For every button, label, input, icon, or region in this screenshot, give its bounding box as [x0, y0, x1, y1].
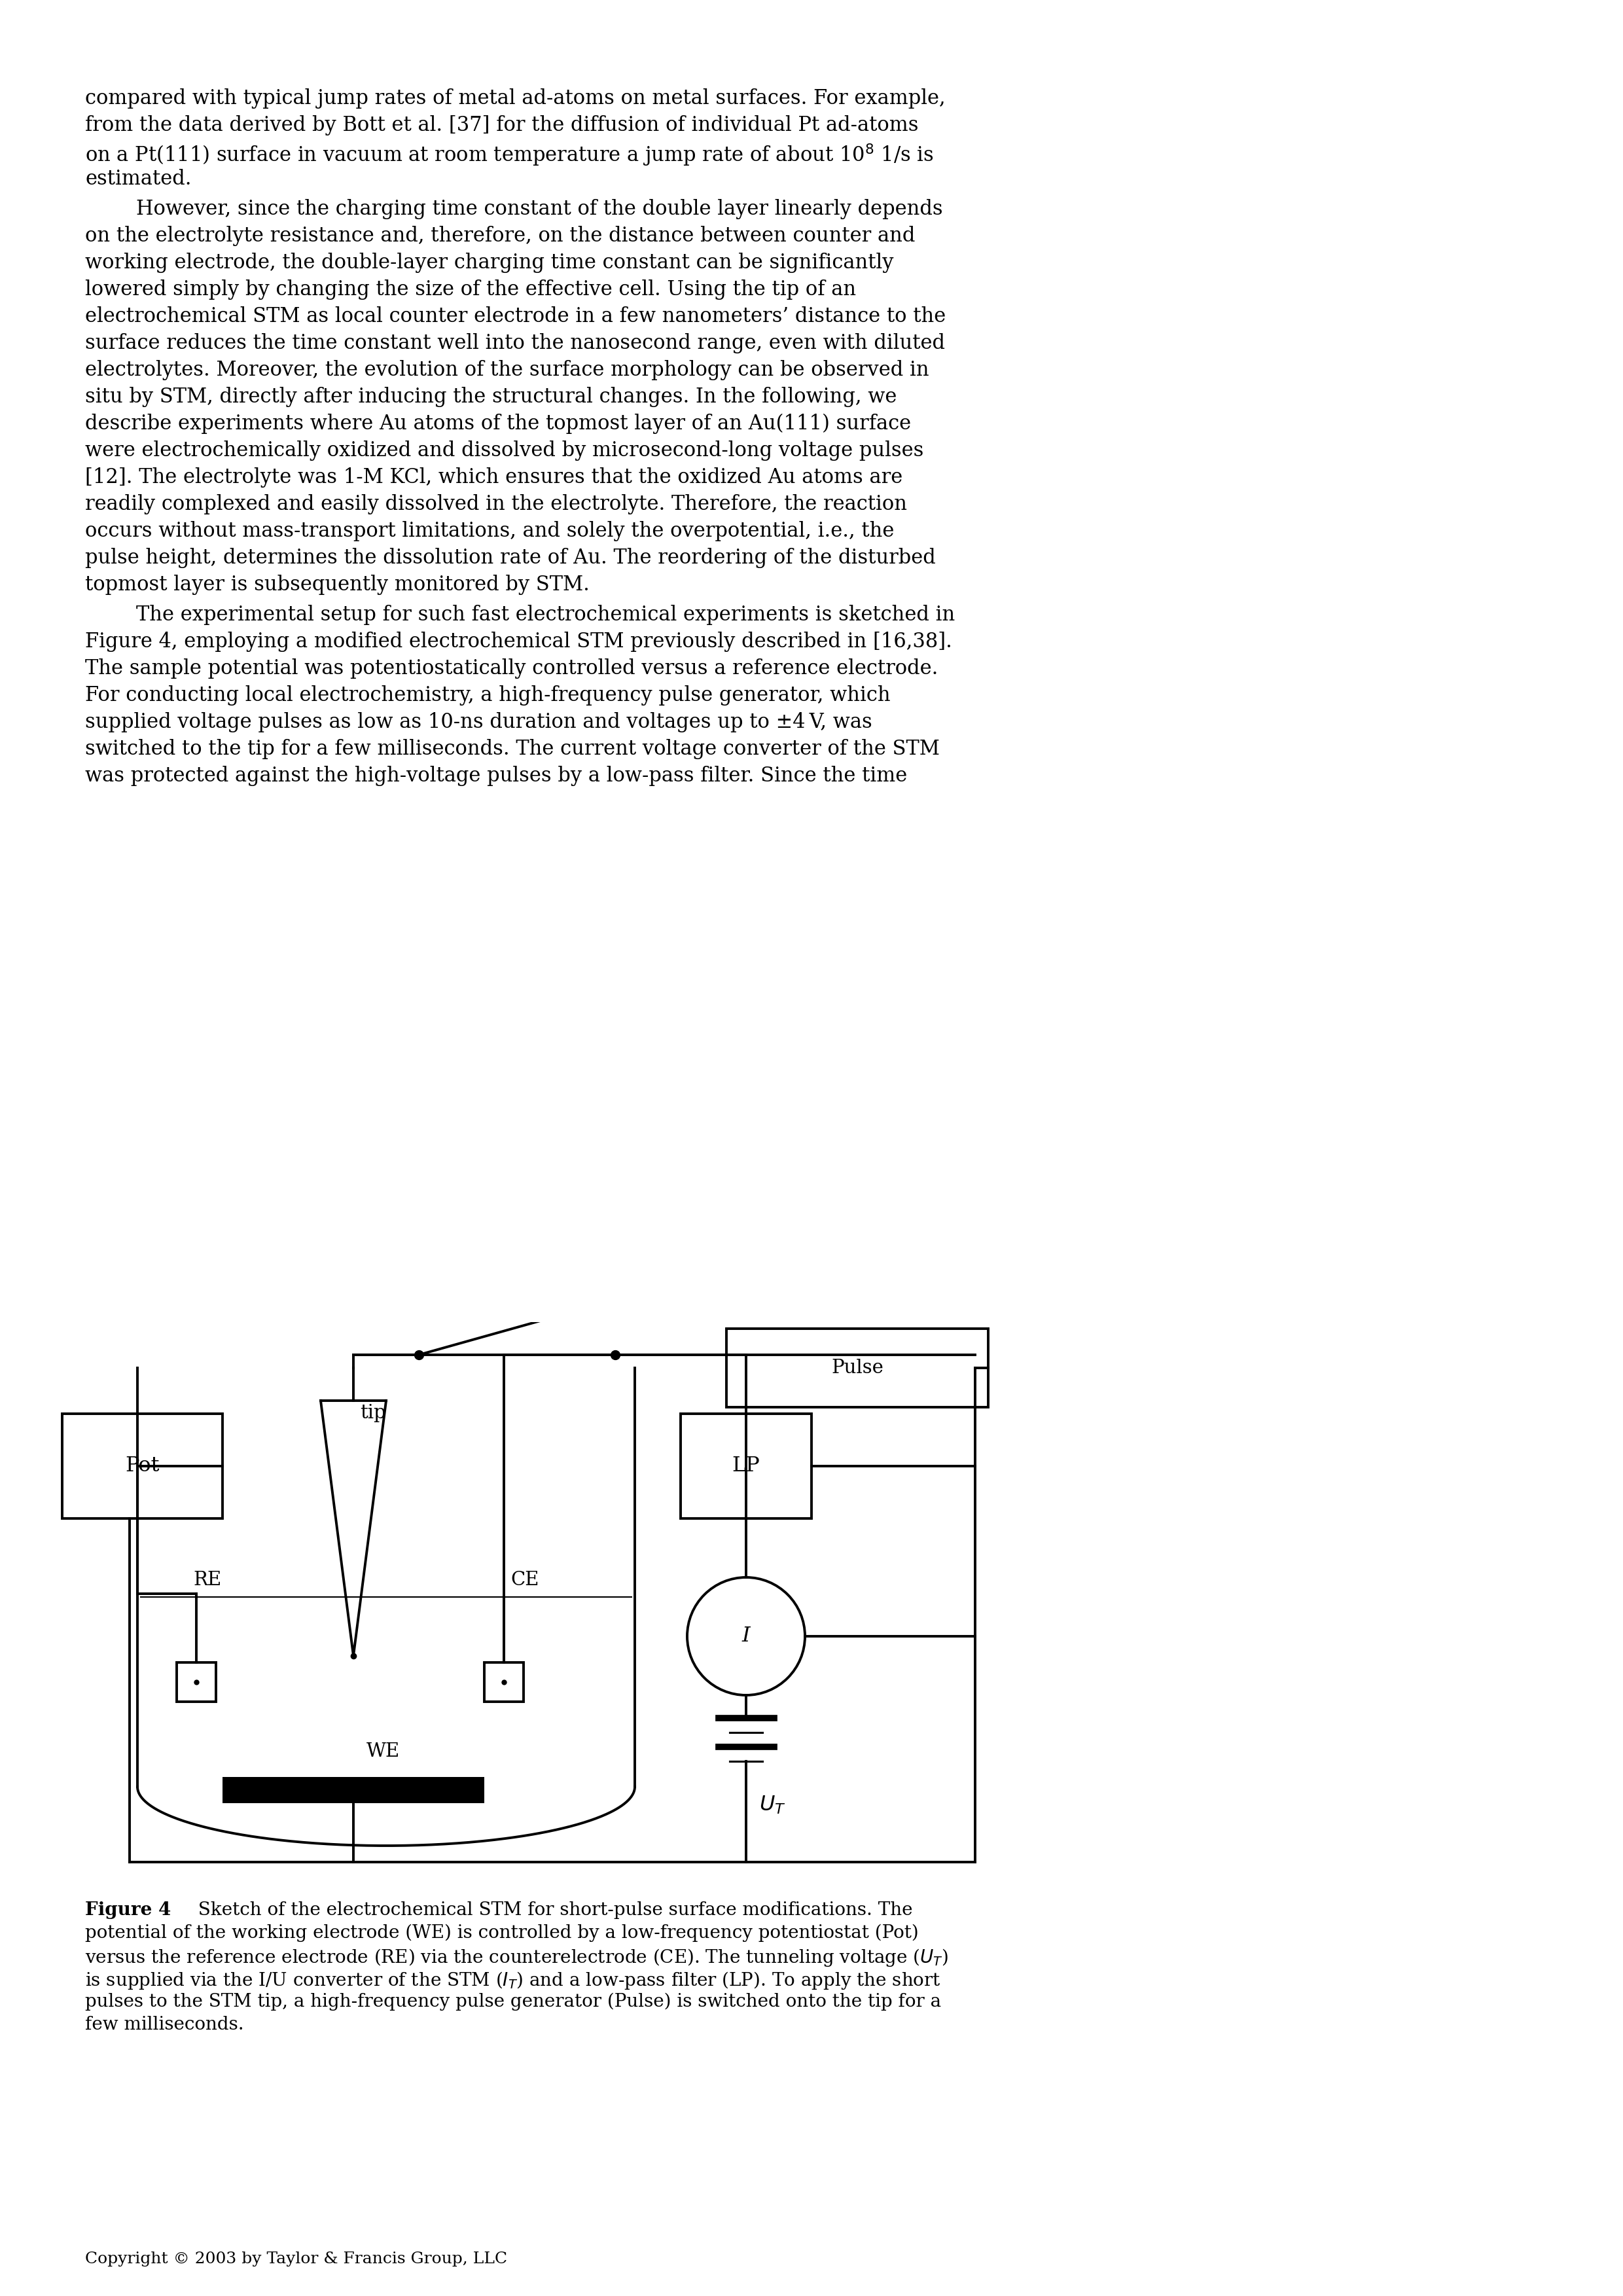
Text: estimated.: estimated. — [84, 170, 192, 188]
Text: The sample potential was potentiostatically controlled versus a reference electr: The sample potential was potentiostatica… — [84, 659, 938, 680]
Bar — [222, 1777, 484, 1802]
Text: situ by STM, directly after inducing the structural changes. In the following, w: situ by STM, directly after inducing the… — [84, 386, 898, 406]
Text: Copyright © 2003 by Taylor & Francis Group, LLC: Copyright © 2003 by Taylor & Francis Gro… — [84, 2252, 508, 2266]
Text: However, since the charging time constant of the double layer linearly depends: However, since the charging time constan… — [84, 200, 943, 218]
Text: Pot: Pot — [125, 1456, 159, 1476]
Text: For conducting local electrochemistry, a high-frequency pulse generator, which: For conducting local electrochemistry, a… — [84, 684, 891, 705]
Text: were electrochemically oxidized and dissolved by microsecond-long voltage pulses: were electrochemically oxidized and diss… — [84, 441, 923, 461]
Text: pulse height, determines the dissolution rate of Au. The reordering of the distu: pulse height, determines the dissolution… — [84, 549, 936, 567]
Text: I: I — [742, 1626, 750, 1646]
Text: supplied voltage pulses as low as 10-ns duration and voltages up to ±4 V, was: supplied voltage pulses as low as 10-ns … — [84, 712, 872, 732]
Text: tip: tip — [360, 1403, 386, 1421]
Text: on the electrolyte resistance and, therefore, on the distance between counter an: on the electrolyte resistance and, there… — [84, 225, 915, 246]
Text: describe experiments where Au atoms of the topmost layer of an Au(111) surface: describe experiments where Au atoms of t… — [84, 413, 911, 434]
Bar — [484, 1662, 524, 1701]
Text: RE: RE — [193, 1570, 221, 1589]
Text: Figure 4, employing a modified electrochemical STM previously described in [16,3: Figure 4, employing a modified electroch… — [84, 631, 953, 652]
Bar — [680, 1414, 812, 1518]
Text: switched to the tip for a few milliseconds. The current voltage converter of the: switched to the tip for a few millisecon… — [84, 739, 940, 760]
Text: pulses to the STM tip, a high-frequency pulse generator (Pulse) is switched onto: pulses to the STM tip, a high-frequency … — [84, 1993, 941, 2011]
Text: Pulse: Pulse — [831, 1359, 883, 1378]
Text: $U_T$: $U_T$ — [760, 1795, 786, 1816]
Text: electrochemical STM as local counter electrode in a few nanometers’ distance to : electrochemical STM as local counter ele… — [84, 305, 946, 326]
Text: versus the reference electrode (RE) via the counterelectrode (CE). The tunneling: versus the reference electrode (RE) via … — [84, 1947, 948, 1968]
Text: WE: WE — [367, 1743, 399, 1761]
Text: on a Pt(111) surface in vacuum at room temperature a jump rate of about 10$^{8}$: on a Pt(111) surface in vacuum at room t… — [84, 142, 933, 168]
Bar — [177, 1662, 216, 1701]
Text: is supplied via the I/U converter of the STM ($I_T$) and a low-pass filter (LP).: is supplied via the I/U converter of the… — [84, 1970, 941, 1991]
Text: surface reduces the time constant well into the nanosecond range, even with dilu: surface reduces the time constant well i… — [84, 333, 945, 354]
Text: potential of the working electrode (WE) is controlled by a low-frequency potenti: potential of the working electrode (WE) … — [84, 1924, 919, 1942]
Text: Sketch of the electrochemical STM for short-pulse surface modifications. The: Sketch of the electrochemical STM for sh… — [187, 1901, 912, 1919]
Text: working electrode, the double-layer charging time constant can be significantly: working electrode, the double-layer char… — [84, 253, 894, 273]
Text: compared with typical jump rates of metal ad-atoms on metal surfaces. For exampl: compared with typical jump rates of meta… — [84, 87, 946, 108]
Text: topmost layer is subsequently monitored by STM.: topmost layer is subsequently monitored … — [84, 574, 589, 595]
Text: occurs without mass-transport limitations, and solely the overpotential, i.e., t: occurs without mass-transport limitation… — [84, 521, 894, 542]
Text: LP: LP — [732, 1456, 760, 1476]
Text: electrolytes. Moreover, the evolution of the surface morphology can be observed : electrolytes. Moreover, the evolution of… — [84, 360, 928, 381]
Text: The experimental setup for such fast electrochemical experiments is sketched in: The experimental setup for such fast ele… — [84, 604, 954, 625]
Text: lowered simply by changing the size of the effective cell. Using the tip of an: lowered simply by changing the size of t… — [84, 280, 855, 301]
Text: few milliseconds.: few milliseconds. — [84, 2016, 243, 2034]
Text: readily complexed and easily dissolved in the electrolyte. Therefore, the reacti: readily complexed and easily dissolved i… — [84, 494, 907, 514]
Bar — [727, 1329, 988, 1407]
Text: CE: CE — [511, 1570, 539, 1589]
Bar — [62, 1414, 222, 1518]
Text: [12]. The electrolyte was 1-M KCl, which ensures that the oxidized Au atoms are: [12]. The electrolyte was 1-M KCl, which… — [84, 468, 902, 487]
Text: Figure 4: Figure 4 — [84, 1901, 170, 1919]
Text: from the data derived by Bott et al. [37] for the diffusion of individual Pt ad-: from the data derived by Bott et al. [37… — [84, 115, 919, 135]
Text: was protected against the high-voltage pulses by a low-pass filter. Since the ti: was protected against the high-voltage p… — [84, 767, 907, 785]
